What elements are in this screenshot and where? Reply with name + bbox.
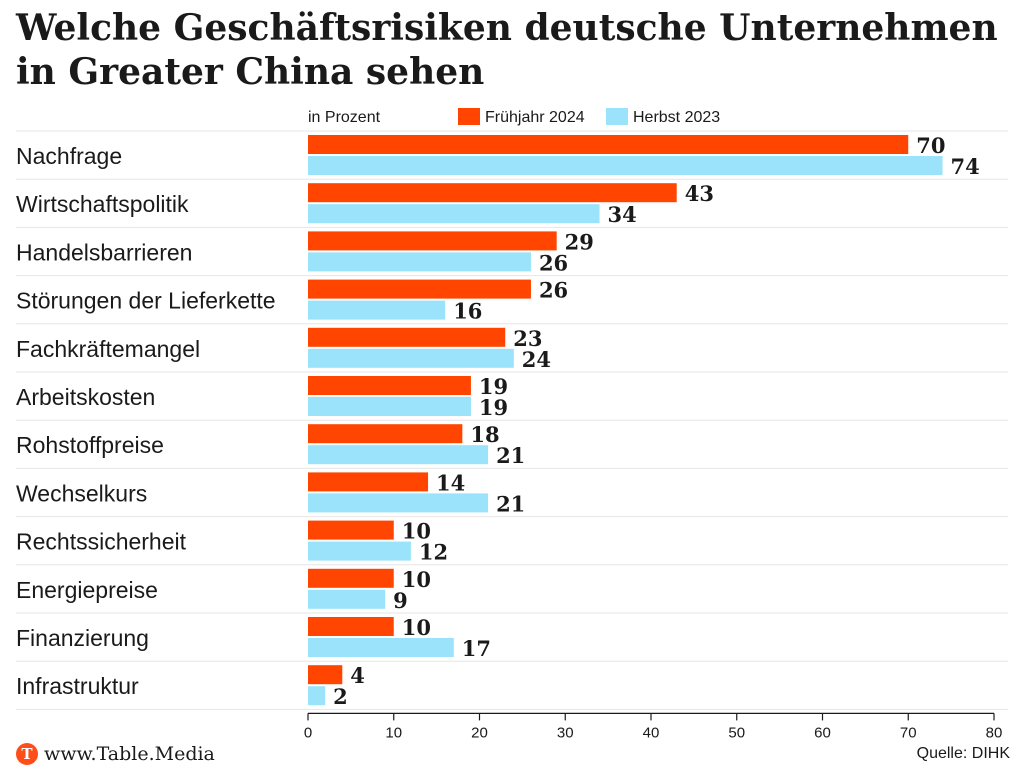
legend: Frühjahr 2024 Herbst 2023 — [458, 108, 720, 126]
bar-fruehjahr-2024 — [308, 135, 909, 154]
bar-chart: in Prozent Frühjahr 2024 Herbst 2023 Nach… — [16, 108, 1008, 740]
data-label: 34 — [608, 202, 637, 227]
category-label: Rohstoffpreise — [16, 432, 164, 458]
category-label: Störungen der Lieferkette — [16, 288, 276, 314]
data-label: 24 — [522, 347, 551, 372]
data-label: 4 — [350, 663, 365, 688]
bar-fruehjahr-2024 — [308, 520, 394, 540]
bar-herbst-2023 — [308, 493, 489, 513]
data-label: 70 — [916, 133, 945, 158]
bar-fruehjahr-2024 — [308, 472, 429, 492]
x-tick-label: 30 — [557, 724, 574, 740]
category-row: Finanzierung 10 17 — [16, 615, 1008, 662]
data-label: 14 — [436, 470, 465, 495]
data-label: 16 — [453, 299, 482, 324]
x-axis: 0 10 20 30 40 50 60 70 80 — [304, 712, 1003, 740]
category-row: Störungen der Lieferkette 26 16 — [16, 278, 1008, 325]
data-label: 74 — [951, 154, 980, 179]
data-label: 17 — [462, 636, 491, 661]
data-label: 10 — [402, 519, 431, 544]
bar-herbst-2023 — [308, 541, 411, 561]
bar-herbst-2023 — [308, 348, 514, 368]
category-label: Rechtssicherheit — [16, 529, 187, 555]
data-label: 9 — [393, 588, 408, 613]
bar-herbst-2023 — [308, 638, 454, 657]
chart-title: Welche Geschäftsrisiken deutsche Unterne… — [16, 7, 998, 93]
data-label: 19 — [479, 395, 508, 420]
data-label: 2 — [333, 684, 348, 709]
brand-logo[interactable]: T www.Table.Media — [16, 742, 215, 766]
bar-herbst-2023 — [308, 204, 600, 224]
bar-herbst-2023 — [308, 252, 531, 272]
data-label: 10 — [402, 615, 431, 640]
bar-herbst-2023 — [308, 156, 943, 175]
unit-label: in Prozent — [308, 109, 381, 126]
x-tick-label: 50 — [728, 724, 745, 740]
brand-url: www.Table.Media — [44, 743, 215, 765]
bar-fruehjahr-2024 — [308, 279, 531, 299]
data-label: 21 — [496, 443, 525, 468]
category-label: Wechselkurs — [16, 480, 147, 506]
bar-herbst-2023 — [308, 397, 471, 416]
data-label: 26 — [539, 250, 568, 275]
category-row: Wechselkurs 14 21 — [16, 470, 1008, 518]
bar-fruehjahr-2024 — [308, 183, 677, 203]
category-row: Wirtschaftspolitik 43 34 — [16, 181, 1008, 228]
legend-label-0: Frühjahr 2024 — [485, 109, 585, 126]
bar-herbst-2023 — [308, 445, 489, 465]
category-label: Infrastruktur — [16, 673, 139, 699]
category-label: Nachfrage — [16, 143, 122, 169]
bar-fruehjahr-2024 — [308, 327, 506, 347]
table-media-logo-icon: T — [16, 743, 38, 765]
x-tick-label: 0 — [304, 724, 312, 740]
category-label: Fachkräftemangel — [16, 336, 200, 362]
data-label: 10 — [402, 567, 431, 592]
bar-herbst-2023 — [308, 300, 446, 320]
x-tick-label: 60 — [814, 724, 831, 740]
category-row: Infrastruktur 42 — [16, 663, 1008, 710]
bar-fruehjahr-2024 — [308, 617, 394, 636]
category-label: Wirtschaftspolitik — [16, 191, 189, 217]
x-tick-label: 80 — [986, 724, 1003, 740]
x-tick-label: 20 — [471, 724, 488, 740]
data-label: 19 — [479, 374, 508, 399]
bar-fruehjahr-2024 — [308, 424, 463, 444]
data-label: 12 — [419, 540, 448, 565]
data-label: 21 — [496, 491, 525, 516]
legend-swatch-1 — [606, 108, 628, 125]
bar-fruehjahr-2024 — [308, 376, 471, 395]
bar-fruehjahr-2024 — [308, 665, 343, 685]
legend-swatch-0 — [458, 108, 480, 125]
data-label: 18 — [470, 422, 499, 447]
category-label: Energiepreise — [16, 577, 158, 603]
bar-herbst-2023 — [308, 589, 386, 609]
data-label: 23 — [513, 326, 542, 351]
x-tick-label: 10 — [385, 724, 402, 740]
category-label: Arbeitskosten — [16, 384, 155, 410]
x-tick-label: 40 — [643, 724, 660, 740]
data-label: 29 — [565, 229, 594, 254]
category-row: Energiepreise 109 — [16, 567, 1008, 614]
bar-fruehjahr-2024 — [308, 231, 557, 251]
legend-label-1: Herbst 2023 — [633, 109, 720, 126]
data-label: 43 — [685, 181, 714, 206]
bar-fruehjahr-2024 — [308, 568, 394, 588]
x-tick-label: 70 — [900, 724, 917, 740]
source-note: Quelle: DIHK — [916, 745, 1010, 762]
category-label: Handelsbarrieren — [16, 239, 192, 265]
bar-herbst-2023 — [308, 686, 326, 706]
category-label: Finanzierung — [16, 625, 149, 651]
data-label: 26 — [539, 278, 568, 303]
